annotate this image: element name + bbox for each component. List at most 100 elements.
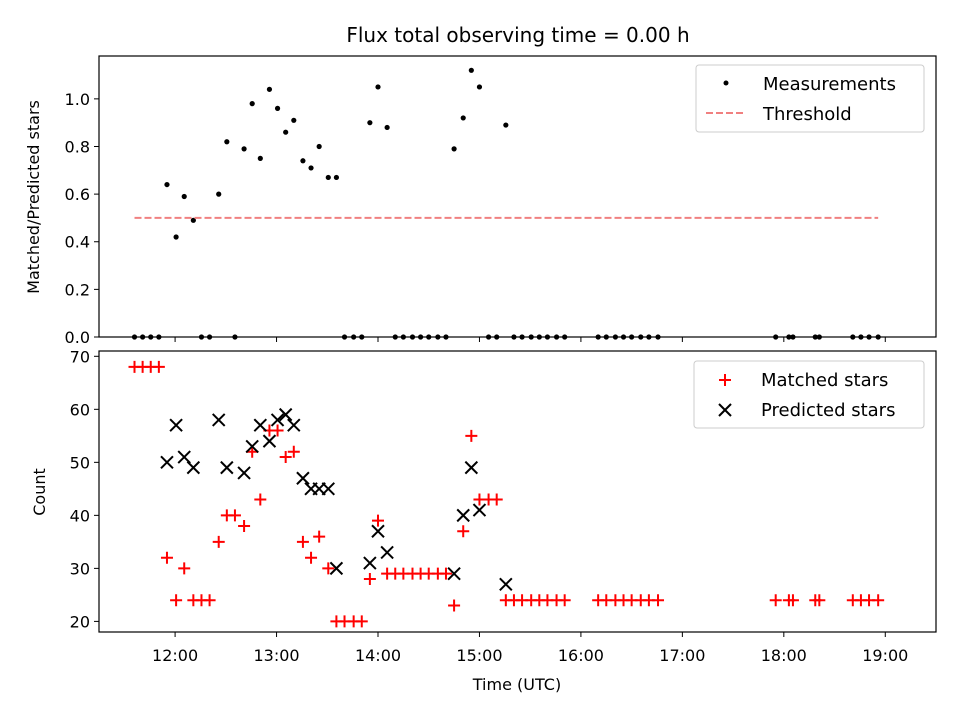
bottom-matched-star-point bbox=[271, 424, 284, 437]
top-panel: Flux total observing time = 0.00 h Match… bbox=[24, 23, 937, 347]
bottom-y-tick-label: 70 bbox=[70, 347, 90, 366]
bottom-predicted-star-point bbox=[447, 566, 461, 581]
bottom-predicted-star-point bbox=[177, 450, 191, 464]
bottom-x-tick-label: 15:00 bbox=[456, 646, 502, 665]
bottom-matched-star-point bbox=[363, 572, 376, 585]
bottom-matched-star-point bbox=[439, 567, 452, 580]
top-y-tick-label: 0.8 bbox=[65, 137, 90, 156]
top-measurement-point bbox=[216, 191, 222, 197]
top-measurement-point bbox=[241, 146, 247, 152]
bottom-y-tick-label: 60 bbox=[70, 400, 90, 419]
legend-matched-marker bbox=[719, 374, 731, 386]
bottom-y-tick-label: 40 bbox=[70, 506, 90, 525]
top-measurement-point bbox=[190, 217, 196, 223]
bottom-predicted-star-point bbox=[245, 439, 259, 454]
bottom-matched-star-point bbox=[313, 530, 326, 543]
bottom-predicted-star-point bbox=[270, 413, 285, 427]
bottom-matched-star-point bbox=[296, 535, 309, 548]
top-measurement-point bbox=[181, 193, 187, 200]
bottom-predicted-star-point bbox=[278, 407, 293, 422]
top-legend: Measurements Threshold bbox=[695, 64, 925, 133]
bottom-matched-star-point bbox=[813, 594, 826, 607]
bottom-matched-star-point bbox=[490, 493, 503, 506]
top-measurement-point bbox=[375, 84, 381, 90]
top-legend-box bbox=[695, 64, 925, 133]
bottom-predicted-star-point bbox=[253, 418, 268, 432]
top-measurement-point bbox=[308, 165, 314, 171]
bottom-y-tick-label: 30 bbox=[70, 559, 90, 578]
bottom-matched-star-point bbox=[372, 514, 384, 527]
bottom-matched-star-point bbox=[465, 429, 478, 442]
bottom-legend: Matched stars Predicted stars bbox=[693, 360, 925, 429]
top-y-tick-label: 0.0 bbox=[65, 328, 90, 347]
bottom-predicted-star-point bbox=[464, 460, 479, 475]
top-measurement-point bbox=[316, 143, 322, 150]
top-measurement-point bbox=[224, 139, 230, 145]
bottom-plot-frame bbox=[98, 350, 937, 633]
top-measurement-point bbox=[460, 115, 466, 121]
top-axes: 0.0 0.2 0.4 0.6 0.8 1.0 bbox=[65, 90, 886, 347]
top-measurement-point bbox=[173, 234, 179, 240]
bottom-x-tick-label: 12:00 bbox=[152, 646, 198, 665]
top-measurement-point bbox=[266, 86, 273, 92]
top-measurement-point bbox=[367, 120, 373, 126]
top-measurement-point bbox=[300, 158, 306, 164]
bottom-matched-star-point bbox=[355, 615, 368, 628]
bottom-y-tick-label: 20 bbox=[70, 612, 90, 631]
bottom-matched-star-point bbox=[152, 360, 165, 373]
bottom-matched-star-point bbox=[786, 594, 799, 607]
bottom-panel: Count Time (UTC) 20 30 40 50 60 70 12:00 13:00 1… bbox=[30, 347, 937, 694]
bottom-matched-star-point bbox=[769, 594, 782, 607]
top-measurement-point bbox=[503, 122, 509, 128]
bottom-legend-box bbox=[693, 360, 925, 429]
top-y-tick-label: 0.6 bbox=[65, 185, 90, 204]
legend-measurements-marker bbox=[723, 80, 729, 86]
bottom-matched-star-point bbox=[254, 493, 267, 506]
top-y-axis-label: Matched/Predicted stars bbox=[24, 100, 43, 294]
top-measurement-point bbox=[325, 174, 331, 181]
bottom-predicted-star-point bbox=[321, 482, 335, 496]
bottom-predicted-star-point bbox=[169, 418, 183, 432]
bottom-predicted-star-point bbox=[237, 466, 251, 480]
bottom-matched-star-point bbox=[279, 451, 292, 464]
bottom-predicted-star-point bbox=[212, 413, 226, 427]
bottom-predicted-star-point bbox=[287, 418, 301, 432]
bottom-matched-star-point bbox=[238, 519, 251, 532]
bottom-x-tick-label: 14:00 bbox=[355, 646, 401, 665]
bottom-predicted-star-point bbox=[296, 471, 310, 485]
top-y-tick-label: 1.0 bbox=[65, 90, 90, 109]
legend-predicted-marker bbox=[718, 403, 732, 417]
bottom-matched-star-point bbox=[170, 594, 183, 607]
bottom-matched-star-point bbox=[203, 594, 216, 607]
bottom-y-tick-label: 50 bbox=[70, 453, 90, 472]
bottom-predicted-star-point bbox=[472, 503, 487, 517]
bottom-matched-star-point bbox=[305, 551, 318, 564]
bottom-predicted-star-point bbox=[262, 434, 277, 448]
top-measurement-point bbox=[257, 155, 263, 161]
top-chart-title: Flux total observing time = 0.00 h bbox=[346, 23, 689, 47]
legend-measurements-label: Measurements bbox=[763, 74, 896, 95]
bottom-x-axis-label: Time (UTC) bbox=[472, 675, 561, 694]
bottom-predicted-star-point bbox=[220, 460, 234, 475]
bottom-matched-star-point bbox=[212, 535, 225, 548]
bottom-y-axis-label: Count bbox=[30, 468, 49, 516]
bottom-matched-star-point bbox=[322, 562, 335, 575]
bottom-x-tick-label: 19:00 bbox=[862, 646, 908, 665]
bottom-axes: 20 30 40 50 60 70 12:00 13:00 14:00 15:00 16:00 17:… bbox=[70, 347, 909, 665]
bottom-x-tick-label: 17:00 bbox=[659, 646, 705, 665]
legend-matched-label: Matched stars bbox=[761, 370, 888, 391]
bottom-matched-star-point bbox=[652, 594, 665, 607]
bottom-matched-star-point bbox=[287, 445, 300, 458]
bottom-x-tick-label: 13:00 bbox=[253, 646, 299, 665]
bottom-x-tick-label: 16:00 bbox=[558, 646, 604, 665]
legend-threshold-label: Threshold bbox=[762, 104, 852, 125]
top-measurement-point bbox=[291, 117, 297, 123]
bottom-predicted-star-point bbox=[329, 561, 344, 576]
bottom-predicted-star-point bbox=[363, 556, 377, 570]
bottom-matched-star-point bbox=[178, 562, 191, 575]
bottom-matched-star-point bbox=[160, 551, 173, 564]
bottom-predicted-star-point bbox=[380, 545, 394, 560]
top-measurement-point bbox=[164, 181, 170, 188]
top-y-tick-label: 0.4 bbox=[65, 233, 90, 252]
